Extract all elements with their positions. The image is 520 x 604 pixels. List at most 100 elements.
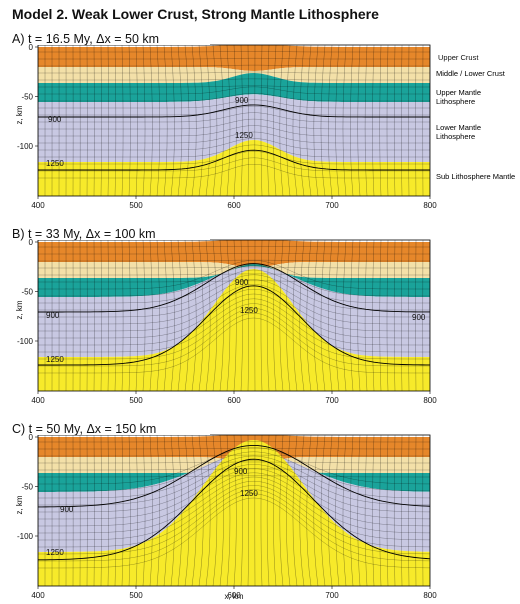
mesh-line — [163, 435, 168, 586]
mesh-line — [313, 45, 319, 196]
mesh-line — [267, 435, 270, 586]
mesh-line — [38, 157, 430, 172]
mesh-line — [100, 435, 102, 586]
mesh-line — [38, 280, 430, 283]
mesh-line — [38, 293, 430, 339]
mesh-line — [149, 45, 153, 196]
label-bg — [10, 32, 210, 45]
x-tick-label: 500 — [129, 591, 143, 600]
contour-label: 900 — [48, 115, 62, 124]
mesh-line — [170, 240, 175, 391]
mesh-line — [156, 45, 160, 196]
mesh-line — [170, 45, 175, 196]
panel: 900 900 1250 1250 A) t = 16.5 My, Δx = 50 km… — [10, 32, 437, 210]
mesh-line — [226, 435, 231, 586]
mesh-line — [328, 240, 333, 391]
x-tick-label: 700 — [325, 396, 339, 405]
y-tick-label: -50 — [21, 483, 33, 492]
mesh-line — [163, 240, 168, 391]
y-axis-label: z, km — [15, 300, 24, 319]
legend: Upper Crust Middle / Lower Crust Upper M… — [436, 53, 516, 181]
mesh-line — [38, 138, 430, 151]
mesh-line — [342, 435, 347, 586]
mesh-line — [128, 45, 131, 196]
y-tick-label: -100 — [17, 142, 34, 151]
x-tick-label: 700 — [325, 591, 339, 600]
legend-entry: Middle / Lower Crust — [436, 69, 505, 78]
mesh-line — [286, 45, 291, 196]
mesh-line — [267, 240, 270, 391]
mesh-line — [100, 45, 102, 196]
layer — [38, 452, 430, 552]
mesh-line — [156, 240, 160, 391]
x-tick-label: 800 — [423, 591, 437, 600]
mesh-line — [184, 240, 190, 391]
contour-label: 900 — [46, 311, 60, 320]
mesh-line — [177, 240, 182, 391]
mesh-line — [38, 144, 430, 158]
mesh-line — [142, 240, 146, 391]
contour-label: 1250 — [240, 306, 258, 315]
contour-line — [38, 458, 430, 561]
mesh-line — [100, 240, 102, 391]
contour-label: 900 — [235, 96, 249, 105]
legend-entry: Upper Mantle Lithosphere — [436, 88, 482, 106]
mesh-line — [184, 435, 190, 586]
mesh-line — [38, 476, 430, 534]
mesh-line — [38, 151, 430, 165]
plot — [38, 435, 430, 586]
mesh-line — [386, 240, 389, 391]
mesh-line — [372, 435, 375, 586]
mesh-line — [38, 298, 430, 346]
mesh-line — [135, 240, 138, 391]
contour-line — [38, 285, 430, 366]
contour-line — [38, 104, 430, 118]
mesh-line — [38, 475, 430, 478]
mesh-line — [38, 441, 430, 443]
mesh-line — [364, 45, 368, 196]
plot — [38, 240, 430, 391]
x-tick-label: 800 — [423, 201, 437, 210]
x-tick-label: 600 — [227, 201, 241, 210]
mesh-line — [279, 435, 284, 586]
mesh-line — [38, 461, 430, 464]
mesh-line — [114, 240, 117, 391]
mesh-line — [335, 435, 340, 586]
mesh-line — [394, 240, 396, 391]
layer — [38, 266, 430, 357]
mesh-line — [149, 240, 153, 391]
contour-label: 1250 — [235, 131, 253, 140]
mesh-line — [38, 279, 430, 318]
figure-title: Model 2. Weak Lower Crust, Strong Mantle… — [12, 6, 379, 22]
contour-label: 900 — [412, 313, 426, 322]
mesh-line — [372, 45, 375, 196]
contour-label: 1250 — [46, 159, 64, 168]
contour-label: 1250 — [46, 548, 64, 557]
y-axis-label: z, km — [15, 495, 24, 514]
mesh-line — [135, 435, 138, 586]
mesh-line — [163, 45, 168, 196]
mesh-line — [38, 468, 430, 520]
label-bg — [10, 422, 210, 435]
y-tick-label: -50 — [21, 93, 33, 102]
mesh-line — [191, 45, 197, 196]
mesh-line — [38, 269, 430, 304]
mesh-line — [142, 45, 146, 196]
mesh-line — [260, 45, 263, 196]
mesh-line — [38, 464, 430, 513]
contour-line — [38, 149, 430, 171]
mesh-line — [279, 240, 284, 391]
mesh-line — [247, 435, 249, 586]
y-tick-label: 0 — [29, 43, 34, 52]
panel: 900 1250 900 1250 C) t = 50 My, Δx = 150 km 4… — [10, 422, 437, 600]
x-tick-label: 400 — [31, 201, 45, 210]
mesh-line — [335, 240, 340, 391]
mesh-line — [38, 308, 430, 360]
mesh-line — [38, 64, 430, 67]
mesh-line — [401, 435, 403, 586]
mesh-line — [273, 240, 277, 391]
mesh-line — [107, 435, 109, 586]
mesh-line — [184, 45, 190, 196]
legend-entry: Sub Lithosphere Mantle — [436, 172, 516, 181]
